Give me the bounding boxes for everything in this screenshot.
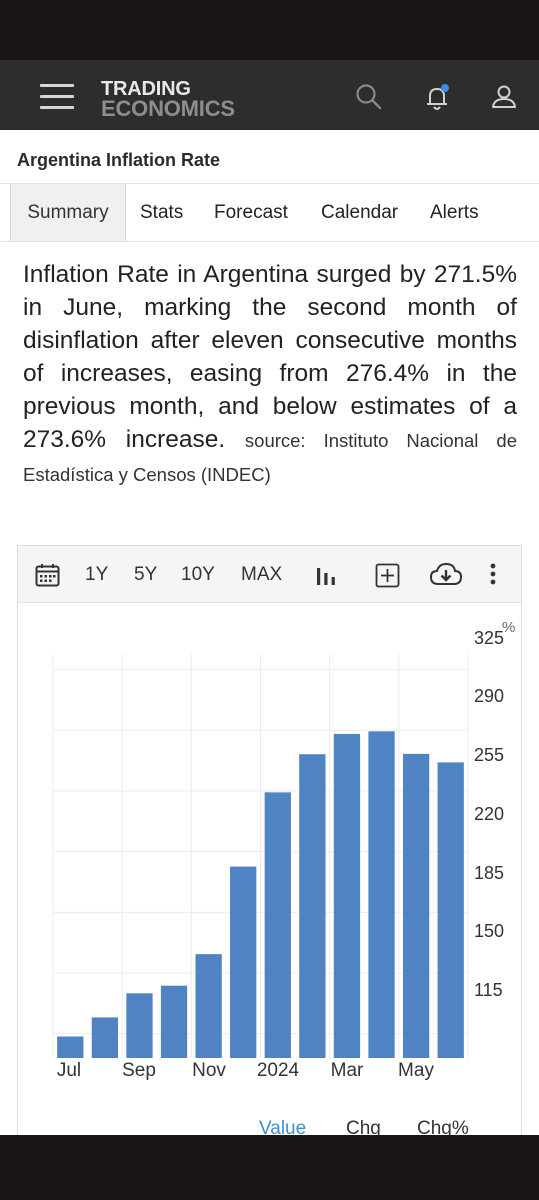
top-navbar: TRADING ECONOMICS (0, 60, 539, 130)
chart-toolbar: 1Y 5Y 10Y MAX (18, 546, 521, 603)
bar-oct (160, 985, 188, 1058)
bar-jul (57, 1036, 84, 1058)
bar-dec (230, 866, 257, 1058)
y-tick-label: 220 (474, 804, 505, 824)
tab-calendar[interactable]: Calendar (321, 202, 399, 223)
y-tick-label: 185 (474, 863, 505, 883)
chart-panel: 1Y 5Y 10Y MAX % 325 290 255 220 185 150 … (17, 545, 522, 1139)
summary-source[interactable]: source: Instituto Nacional de Estadístic… (23, 430, 517, 485)
bar-apr (368, 731, 395, 1058)
y-tick-label: 325 (474, 628, 505, 648)
brand-line-1: TRADING (101, 78, 191, 100)
tab-forecast[interactable]: Forecast (214, 202, 288, 223)
range-10y-button[interactable]: 10Y (181, 564, 215, 585)
tab-summary[interactable]: Summary (10, 184, 126, 241)
tab-stats[interactable]: Stats (140, 202, 184, 223)
range-5y-button[interactable]: 5Y (134, 564, 158, 585)
range-max-button[interactable]: MAX (241, 564, 283, 585)
brand-line-2: ECONOMICS (101, 96, 235, 121)
bar-sep (126, 993, 153, 1058)
bar-2024 (264, 792, 291, 1058)
chart-unit-label: % (502, 619, 516, 636)
notifications-bell-icon[interactable] (422, 82, 452, 112)
x-tick-label: Nov (192, 1060, 226, 1081)
y-tick-label: 290 (474, 686, 505, 706)
system-navigation-bar (0, 1135, 539, 1200)
summary-paragraph: Inflation Rate in Argentina surged by 27… (23, 258, 517, 491)
user-account-icon[interactable] (489, 82, 519, 112)
x-tick-label: Sep (122, 1060, 156, 1081)
search-icon[interactable] (354, 82, 384, 112)
bar-aug (91, 1017, 119, 1058)
legend-chg-button[interactable]: Chg (346, 1118, 381, 1139)
tab-bar: Summary Stats Forecast Calendar Alerts (0, 184, 539, 242)
brand-logo[interactable]: TRADING ECONOMICS (101, 78, 235, 121)
range-1y-button[interactable]: 1Y (85, 564, 109, 585)
add-icon[interactable] (375, 563, 400, 593)
legend-chg-pct-button[interactable]: Chg% (417, 1118, 469, 1139)
status-bar (0, 0, 539, 60)
x-tick-label: May (398, 1060, 434, 1081)
bar-feb (299, 754, 326, 1058)
summary-text: Inflation Rate in Argentina surged by 27… (23, 261, 517, 453)
x-tick-label: Mar (330, 1060, 364, 1081)
legend-value-button[interactable]: Value (259, 1118, 307, 1139)
bar-mar (333, 733, 361, 1058)
y-tick-label: 255 (474, 745, 505, 765)
bar-nov (195, 954, 222, 1058)
page-content: Argentina Inflation Rate Summary Stats F… (0, 130, 539, 1139)
y-tick-label: 150 (474, 921, 505, 941)
page-title: Argentina Inflation Rate (17, 150, 221, 170)
bar-jun (437, 762, 464, 1058)
tab-alerts[interactable]: Alerts (430, 202, 479, 223)
chart-plot (52, 654, 469, 1058)
page-header: Argentina Inflation Rate (0, 130, 539, 184)
download-icon[interactable] (429, 562, 463, 593)
y-tick-label: 115 (474, 980, 503, 1000)
menu-icon[interactable] (40, 84, 74, 110)
more-vertical-icon[interactable] (488, 562, 498, 591)
x-tick-label: Jul (56, 1060, 82, 1081)
calendar-icon[interactable] (35, 563, 60, 593)
x-tick-label: 2024 (256, 1060, 300, 1081)
bar-chart-icon[interactable] (315, 564, 337, 591)
bar-may (402, 753, 430, 1058)
